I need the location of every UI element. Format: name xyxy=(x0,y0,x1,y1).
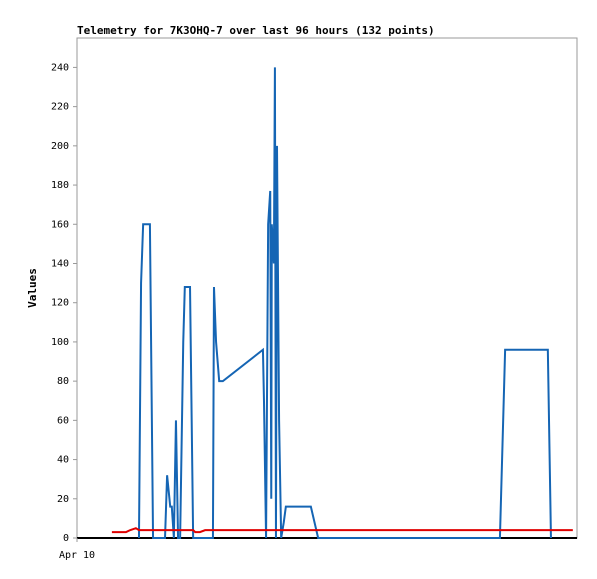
y-tick-label: 180 xyxy=(51,180,69,191)
y-tick-label: 60 xyxy=(57,415,69,426)
series-line xyxy=(137,67,552,539)
series-line xyxy=(111,527,573,534)
y-tick-label: 20 xyxy=(57,494,69,505)
y-tick-label: 160 xyxy=(51,219,69,230)
y-tick-label: 240 xyxy=(51,62,69,73)
y-tick-label: 220 xyxy=(51,102,69,113)
y-tick-label: 120 xyxy=(51,298,69,309)
y-axis-label: Values xyxy=(26,268,39,308)
x-tick-label: Apr 10 xyxy=(59,550,95,561)
y-tick-label: 140 xyxy=(51,258,69,269)
y-tick-label: 200 xyxy=(51,141,69,152)
y-tick-label: 0 xyxy=(63,533,69,544)
y-tick-label: 80 xyxy=(57,376,69,387)
y-tick-label: 40 xyxy=(57,455,69,466)
y-tick-label: 100 xyxy=(51,337,69,348)
chart-title: Telemetry for 7K3OHQ-7 over last 96 hour… xyxy=(77,24,435,37)
